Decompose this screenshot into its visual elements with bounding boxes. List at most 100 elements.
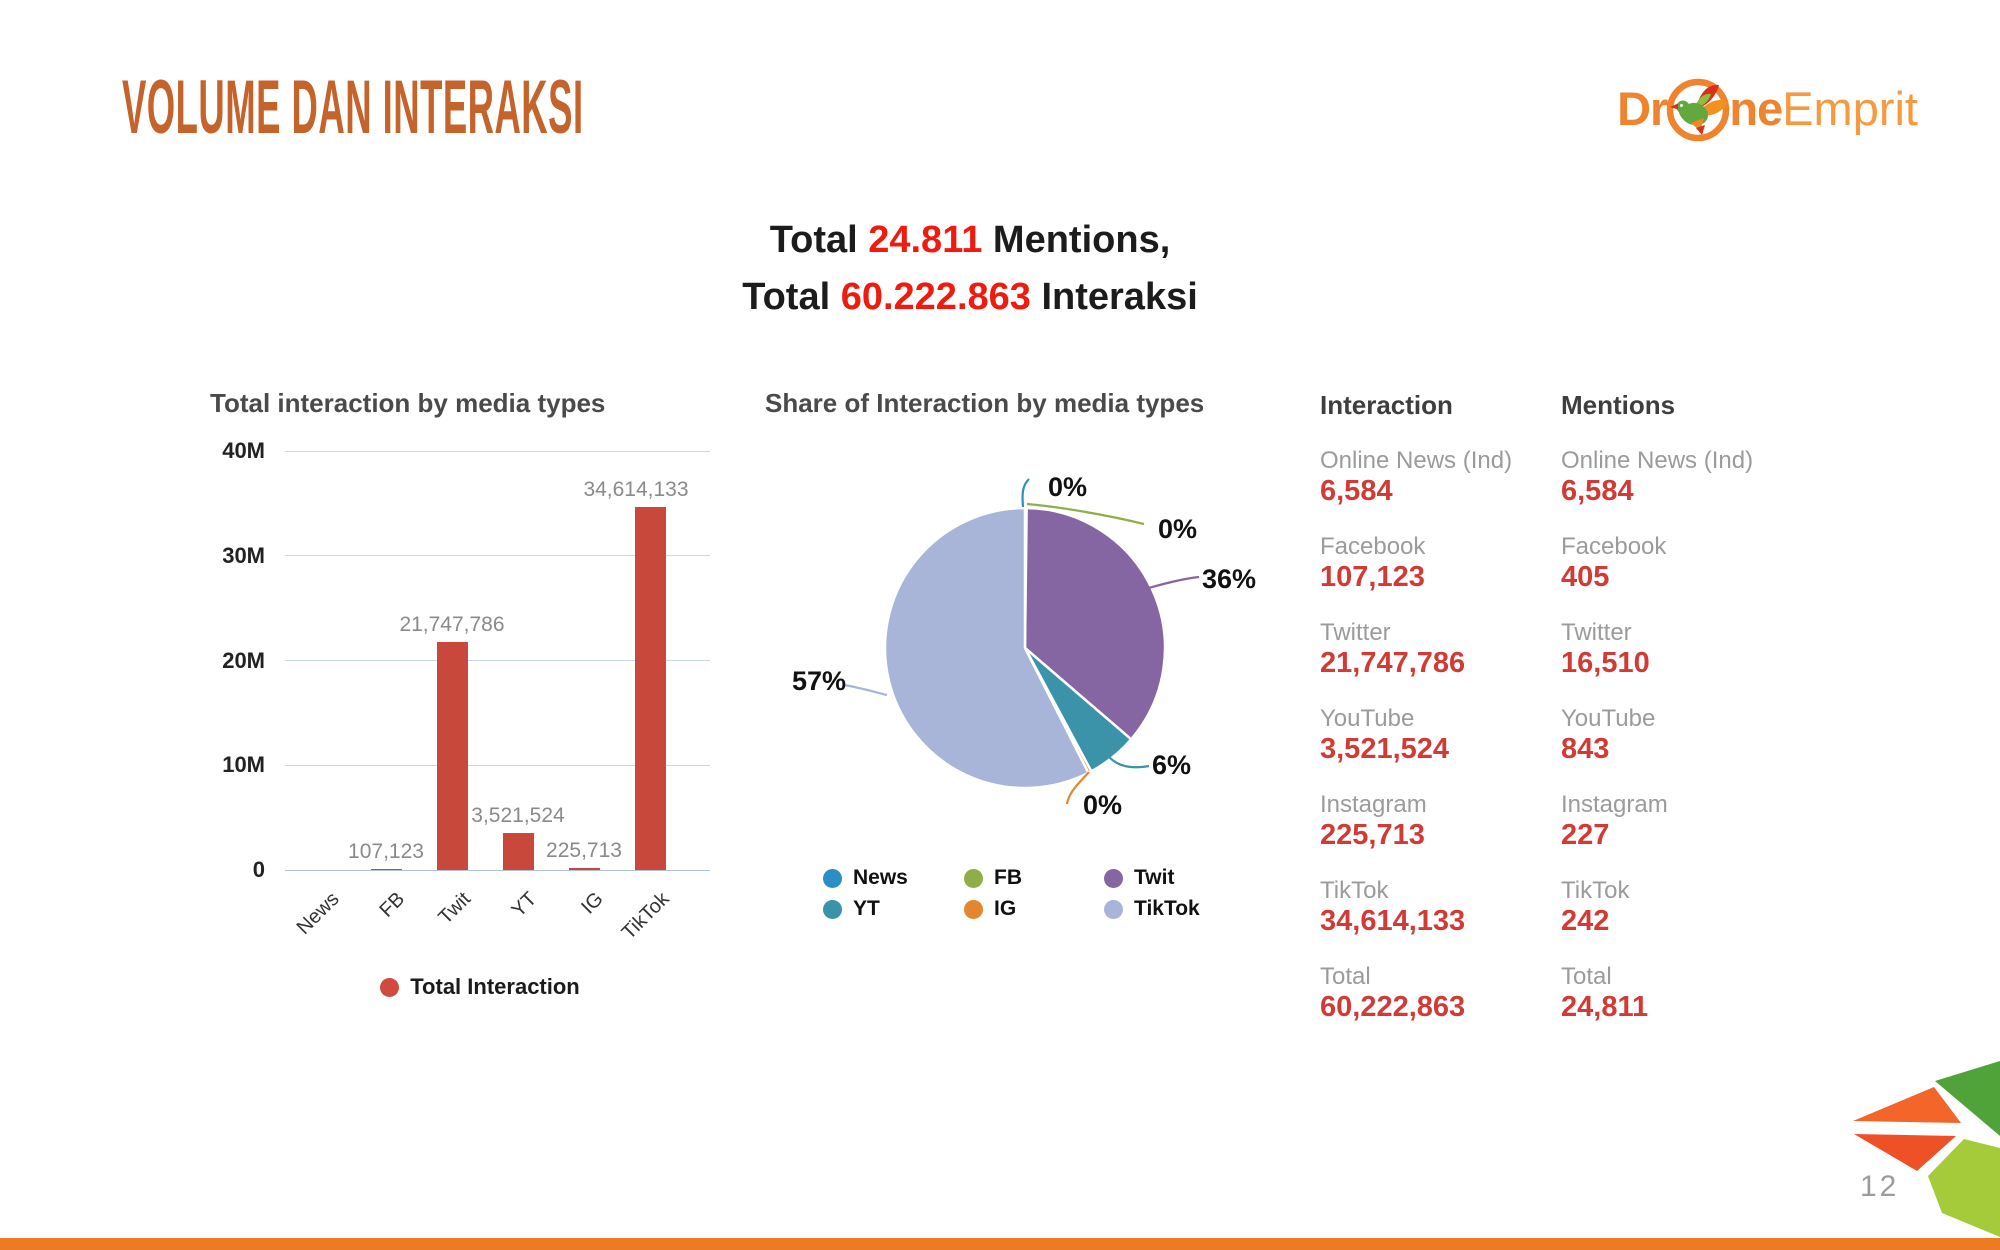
pie-legend-item-news: News — [823, 866, 964, 890]
table-row-value: 225,713 — [1320, 819, 1425, 851]
bar-gridline — [285, 555, 710, 557]
pie-legend-label: YT — [853, 897, 880, 920]
table-row: TikTok 242 — [1561, 877, 1776, 938]
table-row-label: Online News (Ind) — [1561, 447, 1754, 474]
bar-chart-panel: Total interaction by media types 0 10M 20M… — [210, 388, 750, 1038]
summary-tables: Interaction Online News (Ind) 6,584 Facebo… — [1320, 390, 1790, 1049]
page-number: 12 — [1860, 1170, 1900, 1203]
table-row-label: Total — [1320, 963, 1371, 990]
table-row: Instagram 227 — [1561, 791, 1776, 852]
logo-text-ne: ne — [1729, 81, 1783, 135]
table-row-value: 6,584 — [1561, 475, 1634, 507]
bar-chart-plot-area: 0 10M 20M 30M 40M 107,123 21,747,786 3,521,524 2… — [210, 388, 750, 1038]
bar-value-label: 21,747,786 — [399, 613, 505, 637]
table-row-label: Facebook — [1320, 533, 1426, 560]
bar-value-label: 225,713 — [546, 838, 622, 862]
table-row-label: Total — [1561, 963, 1612, 990]
pie-legend-label: IG — [994, 897, 1017, 920]
table-row-label: Instagram — [1320, 791, 1427, 818]
table-row-label: TikTok — [1561, 877, 1630, 904]
pie-legend-dot-news — [823, 868, 842, 888]
table-row-value: 24,811 — [1561, 991, 1649, 1023]
table-row: Online News (Ind) 6,584 — [1320, 447, 1535, 508]
table-row-value: 60,222,863 — [1320, 991, 1466, 1023]
table-row: YouTube 843 — [1561, 705, 1776, 766]
logo-bird-icon — [1667, 78, 1730, 142]
table-row: Twitter 16,510 — [1561, 619, 1776, 680]
bar-gridline — [285, 660, 710, 661]
pie-leader-line-twit — [1144, 575, 1200, 591]
table-row-value: 843 — [1561, 733, 1610, 765]
pie-legend-dot-twit — [1104, 868, 1123, 888]
bar-ig — [568, 867, 600, 870]
pie-label-twit: 36% — [1202, 564, 1257, 594]
pie-legend-dot-ig — [964, 899, 983, 919]
table-row-label: Instagram — [1561, 791, 1668, 818]
table-row: TikTok 34,614,133 — [1320, 877, 1535, 938]
pie-legend-dot-yt — [823, 899, 842, 919]
pie-chart-legend: News FB Twit YT IG TikTok — [823, 866, 1274, 921]
pie-chart-title: Share of Interaction by media types — [765, 388, 1205, 418]
table-row-value: 227 — [1561, 819, 1610, 851]
pie-legend-item-ig: IG — [964, 897, 1104, 921]
x-axis-label-news: News — [292, 888, 344, 939]
pie-leader-line-news — [1021, 478, 1030, 508]
bar-value-label: 3,521,524 — [471, 804, 565, 828]
table-row: Facebook 405 — [1561, 533, 1776, 594]
x-axis-label-fb: FB — [375, 888, 410, 922]
table-row: Instagram 225,713 — [1320, 791, 1535, 852]
bar-value-label: 107,123 — [348, 839, 424, 863]
bar-gridline — [285, 450, 710, 452]
pie-slice-twit — [1023, 506, 1167, 741]
pie-label-yt: 6% — [1152, 750, 1192, 780]
page-title: VOLUME DAN INTERAKSI — [122, 65, 584, 150]
pie-leader-line-fb — [1026, 502, 1145, 526]
pie-chart-panel: Share of Interaction by media types 0% 0… — [765, 388, 1285, 1018]
y-axis-tick: 40M — [222, 438, 265, 463]
pie-label-news: 0% — [1048, 472, 1088, 502]
legend-label: Total Interaction — [410, 974, 580, 999]
pie-legend-item-tiktok: TikTok — [1104, 897, 1274, 921]
table-row-value: 6,584 — [1320, 475, 1393, 507]
pie-legend-label: FB — [994, 866, 1022, 889]
subtitle-line-1: Total 24.811 Mentions, — [769, 219, 1171, 261]
y-axis-tick: 30M — [222, 542, 265, 568]
table-row-label: YouTube — [1320, 705, 1415, 732]
table-row: Total 60,222,863 — [1320, 963, 1535, 1024]
bar-yt — [502, 833, 534, 870]
interaction-rows: Online News (Ind) 6,584 Facebook 107,123 Twi… — [1320, 447, 1535, 1024]
bar-value-label: 34,614,133 — [583, 478, 689, 502]
bar-tiktok — [634, 507, 666, 870]
table-row-value: 107,123 — [1320, 561, 1425, 593]
y-axis-tick: 0 — [252, 857, 265, 882]
pie-legend-dot-fb — [964, 868, 983, 888]
pie-legend-item-twit: Twit — [1104, 866, 1274, 890]
table-row-value: 405 — [1561, 561, 1610, 593]
table-row: YouTube 3,521,524 — [1320, 705, 1535, 766]
pie-legend-item-yt: YT — [823, 897, 964, 921]
bar-fb — [370, 868, 402, 870]
table-row: Twitter 21,747,786 — [1320, 619, 1535, 680]
pie-legend-label: TikTok — [1134, 897, 1200, 920]
pie-leader-line-yt — [1108, 756, 1150, 769]
table-row-value: 242 — [1561, 905, 1610, 937]
table-row: Online News (Ind) 6,584 — [1561, 447, 1776, 508]
table-row: Total 24,811 — [1561, 963, 1776, 1024]
bar-gridline — [285, 764, 710, 766]
bar-chart-legend: Total Interaction — [210, 974, 750, 1000]
total-mentions-value: 24.811 — [868, 219, 983, 261]
table-row-label: YouTube — [1561, 705, 1656, 732]
pie-legend-label: Twit — [1134, 866, 1175, 889]
pie-label-ig: 0% — [1083, 790, 1123, 820]
pie-slice-tiktok — [883, 506, 1090, 790]
pie-chart — [843, 478, 1200, 805]
totals-subtitle: Total 24.811 Mentions, Total 60.222.863 … — [650, 212, 1290, 326]
mentions-rows: Online News (Ind) 6,584 Facebook 405 Twitter… — [1561, 447, 1776, 1024]
y-axis-tick: 10M — [222, 752, 265, 778]
pie-leader-line-ig — [1065, 771, 1090, 805]
table-row-label: Twitter — [1320, 619, 1391, 646]
footer-accent-bar — [0, 1238, 2000, 1250]
table-row-label: Online News (Ind) — [1320, 447, 1513, 474]
interaction-column: Interaction Online News (Ind) 6,584 Facebo… — [1320, 390, 1535, 1049]
bar-twit — [436, 642, 468, 870]
